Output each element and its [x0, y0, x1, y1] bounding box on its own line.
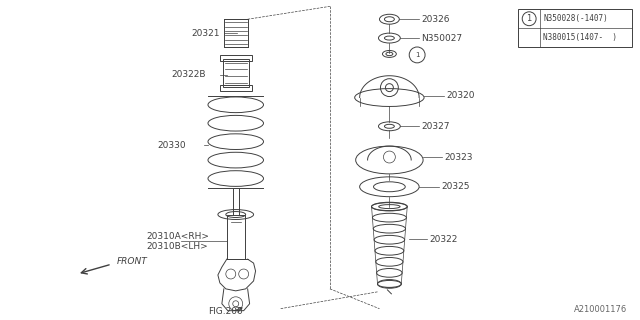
Text: 20322B: 20322B: [172, 70, 206, 79]
Text: 20321: 20321: [191, 28, 220, 38]
Text: 1: 1: [415, 52, 419, 58]
Text: N380015(1407-  ): N380015(1407- ): [543, 33, 617, 42]
Text: 20323: 20323: [444, 153, 472, 162]
Text: 1: 1: [527, 14, 532, 23]
Bar: [220, 85, 252, 91]
Text: 20326: 20326: [421, 15, 450, 24]
Text: 20310B<LH>: 20310B<LH>: [147, 242, 208, 251]
Bar: [224, 19, 248, 47]
Bar: [220, 55, 252, 61]
Text: 20322: 20322: [429, 235, 458, 244]
Bar: [518, 9, 632, 47]
Text: 20330: 20330: [157, 140, 186, 150]
Bar: [227, 214, 244, 259]
Bar: [223, 59, 248, 87]
Text: 20310A<RH>: 20310A<RH>: [147, 232, 209, 241]
Text: A210001176: A210001176: [574, 305, 627, 314]
Text: FIG.200: FIG.200: [208, 307, 243, 316]
Text: N350028(-1407): N350028(-1407): [543, 14, 608, 23]
Text: 20320: 20320: [446, 91, 474, 100]
Text: 20327: 20327: [421, 122, 450, 131]
Text: FRONT: FRONT: [116, 257, 148, 266]
Text: N350027: N350027: [421, 34, 462, 43]
Text: 20325: 20325: [441, 182, 470, 191]
